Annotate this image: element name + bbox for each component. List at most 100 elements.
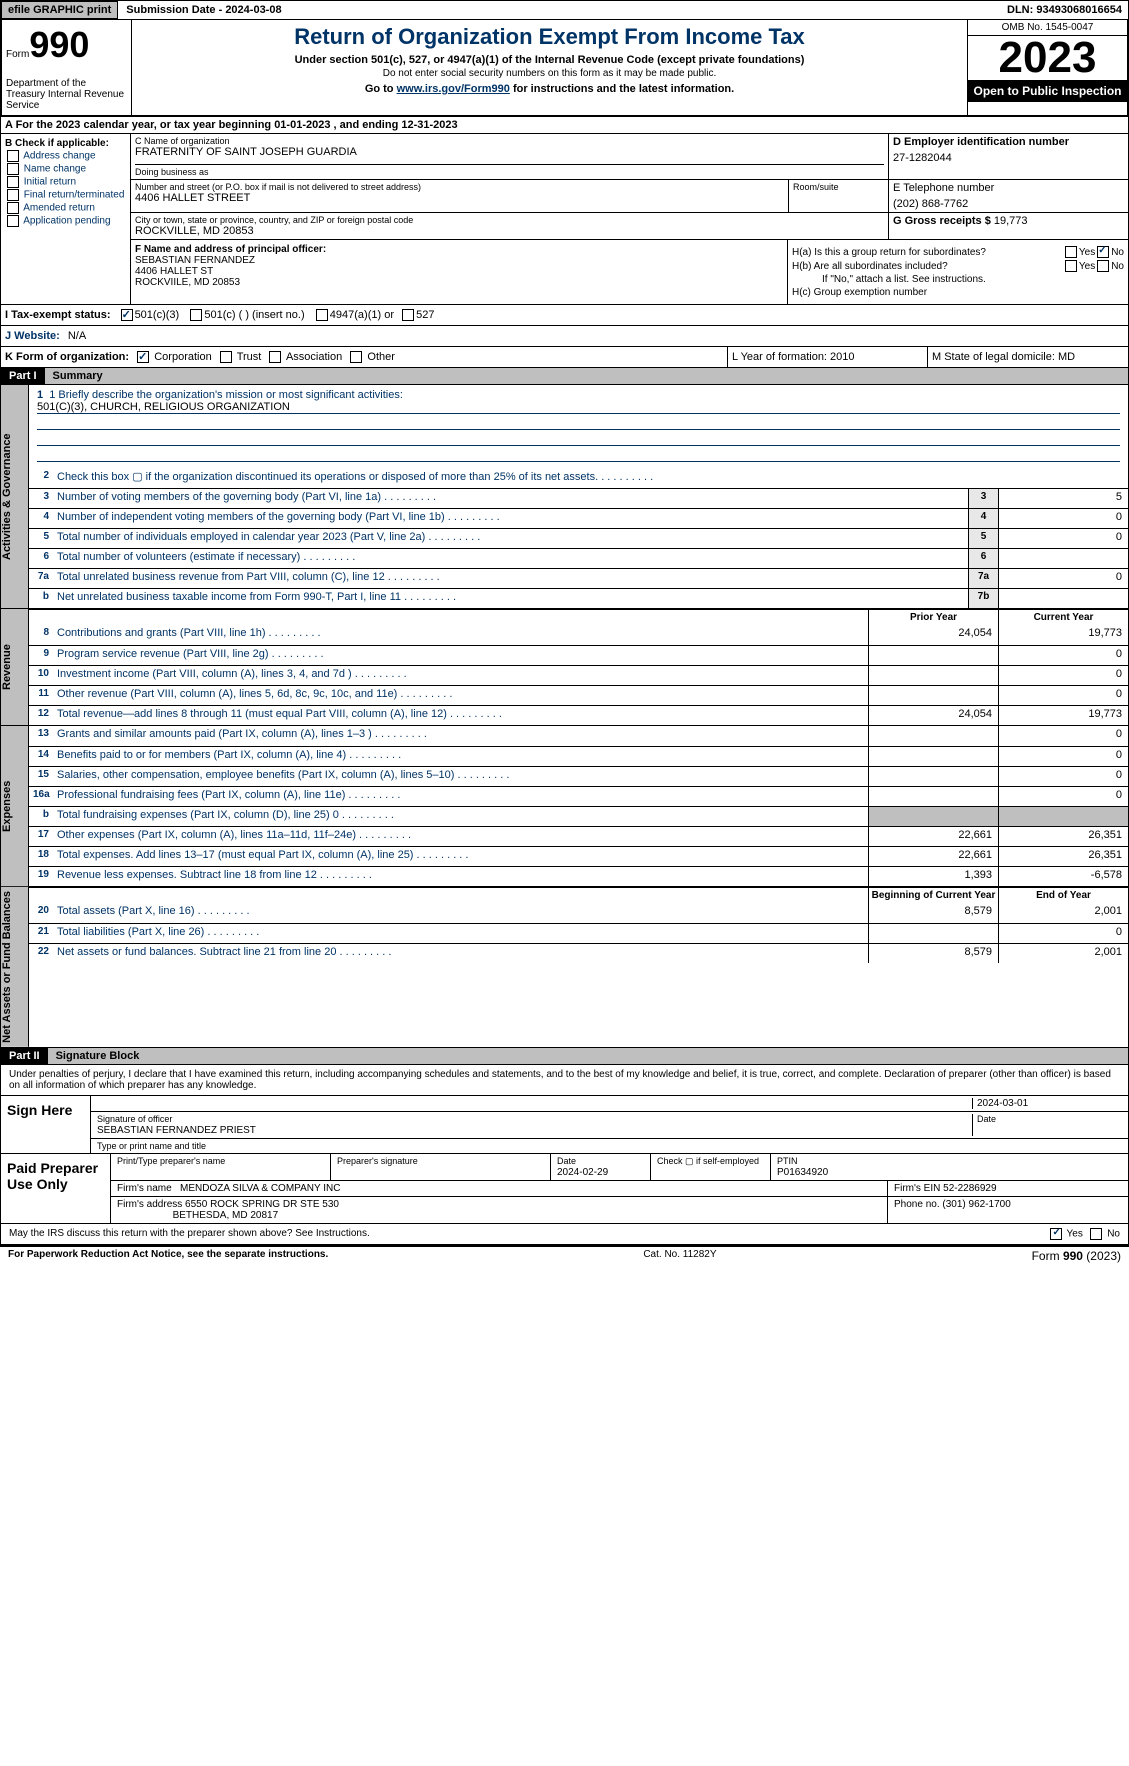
mission-label: 1 1 Briefly describe the organization's … bbox=[37, 389, 1120, 401]
chk-amended[interactable]: Amended return bbox=[5, 202, 126, 214]
irs-link[interactable]: www.irs.gov/Form990 bbox=[397, 83, 510, 95]
open-inspection: Open to Public Inspection bbox=[968, 80, 1127, 102]
summary-line: 5Total number of individuals employed in… bbox=[29, 528, 1128, 548]
hb-label: H(b) Are all subordinates included? bbox=[792, 261, 1063, 272]
ein-value: 27-1282044 bbox=[893, 152, 1124, 164]
cat-no: Cat. No. 11282Y bbox=[328, 1249, 1031, 1263]
firm-name: MENDOZA SILVA & COMPANY INC bbox=[180, 1183, 340, 1194]
ha-no[interactable] bbox=[1097, 246, 1109, 258]
hb-yes[interactable] bbox=[1065, 260, 1077, 272]
beg-year-hdr: Beginning of Current Year bbox=[868, 888, 998, 903]
part1-label: Part I bbox=[1, 368, 45, 384]
gross-receipts: G Gross receipts $ 19,773 bbox=[893, 215, 1124, 227]
sig-officer-label: Signature of officer bbox=[97, 1114, 172, 1124]
i-label: I Tax-exempt status: bbox=[5, 309, 111, 321]
main-grid: B Check if applicable: Address change Na… bbox=[0, 134, 1129, 305]
ha-label: H(a) Is this a group return for subordin… bbox=[792, 247, 1063, 258]
topbar: efile GRAPHIC print Submission Date - 20… bbox=[0, 0, 1129, 20]
submission-date: Submission Date - 2024-03-08 bbox=[118, 2, 289, 18]
summary-line: bNet unrelated business taxable income f… bbox=[29, 588, 1128, 608]
tel-value: (202) 868-7762 bbox=[893, 198, 1124, 210]
discuss-yes[interactable] bbox=[1050, 1228, 1062, 1240]
summary-line: 21Total liabilities (Part X, line 26)0 bbox=[29, 923, 1128, 943]
chk-527[interactable] bbox=[402, 309, 414, 321]
chk-corp[interactable] bbox=[137, 351, 149, 363]
end-year-hdr: End of Year bbox=[998, 888, 1128, 903]
summary-line: 19Revenue less expenses. Subtract line 1… bbox=[29, 866, 1128, 886]
dept-label: Department of the Treasury Internal Reve… bbox=[6, 78, 127, 111]
chk-assoc[interactable] bbox=[269, 351, 281, 363]
k-label: K Form of organization: bbox=[5, 351, 129, 363]
efile-button[interactable]: efile GRAPHIC print bbox=[1, 1, 118, 19]
chk-address[interactable]: Address change bbox=[5, 150, 126, 162]
side-netassets: Net Assets or Fund Balances bbox=[1, 887, 29, 1047]
paperwork-notice: For Paperwork Reduction Act Notice, see … bbox=[8, 1249, 328, 1263]
sig-date: 2024-03-01 bbox=[972, 1098, 1122, 1109]
summary-line: 20Total assets (Part X, line 16)8,5792,0… bbox=[29, 903, 1128, 923]
city-value: ROCKVILLE, MD 20853 bbox=[135, 225, 884, 237]
subtitle-3: Go to www.irs.gov/Form990 for instructio… bbox=[140, 83, 959, 95]
tel-label: E Telephone number bbox=[893, 182, 1124, 194]
form-number: 990 bbox=[29, 24, 89, 65]
form-label: Form bbox=[6, 49, 29, 60]
ein-label: D Employer identification number bbox=[893, 136, 1124, 148]
summary-line: 13Grants and similar amounts paid (Part … bbox=[29, 726, 1128, 746]
row-a: A For the 2023 calendar year, or tax yea… bbox=[0, 117, 1129, 134]
tax-year: 2023 bbox=[968, 36, 1127, 80]
chk-final[interactable]: Final return/terminated bbox=[5, 189, 126, 201]
ha-yes[interactable] bbox=[1065, 246, 1077, 258]
summary-line: 4Number of independent voting members of… bbox=[29, 508, 1128, 528]
org-name-label: C Name of organization bbox=[135, 136, 884, 146]
mission-value: 501(C)(3), CHURCH, RELIGIOUS ORGANIZATIO… bbox=[37, 401, 1120, 414]
summary-line: 11Other revenue (Part VIII, column (A), … bbox=[29, 685, 1128, 705]
officer-addr1: 4406 HALLET ST bbox=[135, 266, 783, 277]
summary-line: 3Number of voting members of the governi… bbox=[29, 488, 1128, 508]
side-governance: Activities & Governance bbox=[1, 385, 29, 608]
summary-line: 9Program service revenue (Part VIII, lin… bbox=[29, 645, 1128, 665]
revenue-section: Revenue Prior YearCurrent Year 8Contribu… bbox=[0, 609, 1129, 726]
officer-label: F Name and address of principal officer: bbox=[135, 244, 783, 255]
firm-phone: (301) 962-1700 bbox=[942, 1199, 1010, 1210]
chk-name[interactable]: Name change bbox=[5, 163, 126, 175]
officer-name: SEBASTIAN FERNANDEZ bbox=[135, 255, 783, 266]
summary-line: 8Contributions and grants (Part VIII, li… bbox=[29, 625, 1128, 645]
summary-line: 17Other expenses (Part IX, column (A), l… bbox=[29, 826, 1128, 846]
firm-addr2: BETHESDA, MD 20817 bbox=[173, 1210, 279, 1221]
chk-4947[interactable] bbox=[316, 309, 328, 321]
chk-other[interactable] bbox=[350, 351, 362, 363]
col-b: B Check if applicable: Address change Na… bbox=[1, 134, 131, 304]
discuss-no[interactable] bbox=[1090, 1228, 1102, 1240]
prep-date: 2024-02-29 bbox=[557, 1167, 608, 1178]
current-year-hdr: Current Year bbox=[998, 610, 1128, 625]
mission-line bbox=[37, 416, 1120, 430]
summary-line: bTotal fundraising expenses (Part IX, co… bbox=[29, 806, 1128, 826]
sign-here-label: Sign Here bbox=[1, 1096, 91, 1153]
signature-block: Under penalties of perjury, I declare th… bbox=[0, 1065, 1129, 1245]
subtitle-2: Do not enter social security numbers on … bbox=[140, 68, 959, 79]
chk-501c[interactable] bbox=[190, 309, 202, 321]
side-revenue: Revenue bbox=[1, 609, 29, 725]
form-header: Form990 Department of the Treasury Inter… bbox=[0, 20, 1129, 117]
city-label: City or town, state or province, country… bbox=[135, 215, 884, 225]
chk-initial[interactable]: Initial return bbox=[5, 176, 126, 188]
date-label: Date bbox=[972, 1114, 1122, 1136]
subtitle-1: Under section 501(c), 527, or 4947(a)(1)… bbox=[140, 54, 959, 66]
officer-addr2: ROCKVIILE, MD 20853 bbox=[135, 277, 783, 288]
prior-year-hdr: Prior Year bbox=[868, 610, 998, 625]
part2-label: Part II bbox=[1, 1048, 48, 1064]
summary-line: 14Benefits paid to or for members (Part … bbox=[29, 746, 1128, 766]
hb-no[interactable] bbox=[1097, 260, 1109, 272]
addr-label: Number and street (or P.O. box if mail i… bbox=[135, 182, 784, 192]
ptin-value: P01634920 bbox=[777, 1167, 828, 1178]
chk-501c3[interactable] bbox=[121, 309, 133, 321]
form-ref: Form 990 (2023) bbox=[1032, 1249, 1121, 1263]
governance-section: Activities & Governance 1 1 Briefly desc… bbox=[0, 385, 1129, 609]
hb-note: If "No," attach a list. See instructions… bbox=[822, 274, 1124, 285]
summary-line: 18Total expenses. Add lines 13–17 (must … bbox=[29, 846, 1128, 866]
chk-trust[interactable] bbox=[220, 351, 232, 363]
chk-pending[interactable]: Application pending bbox=[5, 215, 126, 227]
self-employed-check[interactable]: Check ▢ if self-employed bbox=[651, 1154, 771, 1180]
mission-line bbox=[37, 432, 1120, 446]
discuss-question: May the IRS discuss this return with the… bbox=[9, 1228, 370, 1239]
part2-title: Signature Block bbox=[48, 1048, 1128, 1064]
